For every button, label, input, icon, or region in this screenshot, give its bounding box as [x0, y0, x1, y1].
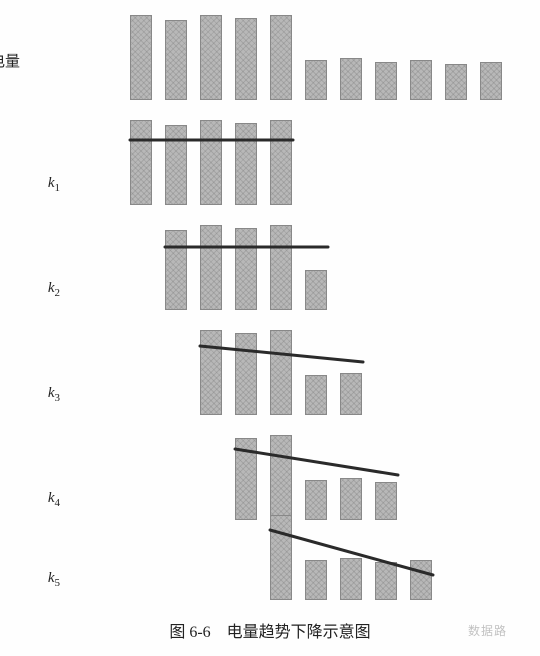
bar — [305, 375, 327, 415]
bar — [270, 120, 292, 205]
bar — [130, 120, 152, 205]
bar — [375, 62, 397, 100]
bar — [340, 373, 362, 415]
bar — [340, 58, 362, 100]
figure-canvas: 每天用电量 k1 k2 k3 k4 k5 图 6-6 电量趋势下降示意图数据路 — [0, 0, 540, 656]
row-label: k5 — [0, 570, 60, 589]
bar — [165, 125, 187, 205]
bar — [165, 230, 187, 310]
bar — [235, 333, 257, 415]
bar — [305, 560, 327, 600]
bar — [200, 225, 222, 310]
watermark: 数据路 — [468, 622, 507, 639]
bar — [305, 480, 327, 520]
bar — [130, 15, 152, 100]
bar — [200, 15, 222, 100]
bar — [270, 225, 292, 310]
bar — [410, 60, 432, 100]
row-label: k4 — [0, 490, 60, 509]
row-label: k1 — [0, 175, 60, 194]
bar — [165, 20, 187, 100]
bar — [200, 330, 222, 415]
bar — [480, 62, 502, 100]
bar — [270, 515, 292, 600]
bar — [445, 64, 467, 100]
bar — [270, 330, 292, 415]
bar — [375, 562, 397, 600]
row-label: k3 — [0, 385, 60, 404]
row-label: k2 — [0, 280, 60, 299]
bar — [235, 438, 257, 520]
bar — [305, 270, 327, 310]
bar — [305, 60, 327, 100]
bar — [235, 228, 257, 310]
bar — [235, 123, 257, 205]
bar — [270, 435, 292, 520]
figure-caption: 图 6-6 电量趋势下降示意图 — [0, 618, 540, 642]
row-label: 每天用电量 — [0, 50, 20, 71]
bar — [270, 15, 292, 100]
bar — [235, 18, 257, 100]
bar — [200, 120, 222, 205]
bar — [410, 560, 432, 600]
bar — [340, 558, 362, 600]
bar — [340, 478, 362, 520]
bar — [375, 482, 397, 520]
